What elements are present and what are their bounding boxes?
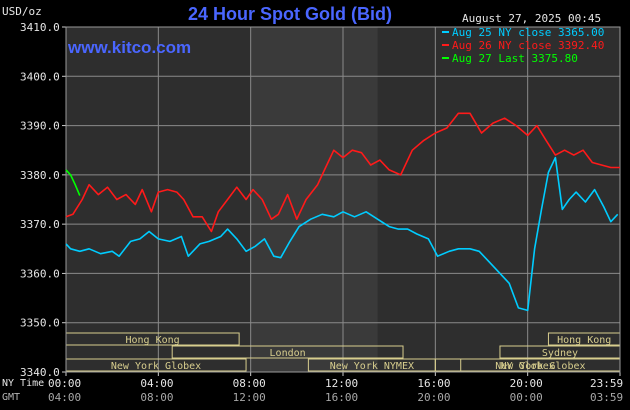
x-tick-label-ny: 00:00 <box>48 377 81 390</box>
session-label: NY Globex <box>501 361 555 372</box>
shaded-session-band <box>250 27 378 372</box>
y-tick-label: 3410.0 <box>20 21 60 34</box>
x-tick-label-ny: 04:00 <box>140 377 173 390</box>
x-tick-label-gmt: 12:00 <box>233 391 266 404</box>
series-line <box>65 169 81 196</box>
session-label: London <box>270 348 306 359</box>
y-tick-label: 3400.0 <box>20 70 60 83</box>
session-label: New York NYMEX <box>330 361 414 372</box>
ny-time-label: NY Time <box>2 378 45 389</box>
legend-item: Aug 26 NY close 3392.40 <box>442 39 604 52</box>
x-tick-label-ny: 12:00 <box>325 377 358 390</box>
legend-item: Aug 25 NY close 3365.00 <box>442 26 604 39</box>
y-tick-label: 3360.0 <box>20 267 60 280</box>
session-label: New York Globex <box>495 361 585 372</box>
x-tick-label-gmt: 03:59 <box>590 391 623 404</box>
legend-item: Aug 27 Last 3375.80 <box>442 52 604 65</box>
legend-swatch <box>442 44 449 46</box>
series-line <box>65 156 619 312</box>
session-label: Hong Kong <box>125 335 179 346</box>
chart-datetime: August 27, 2025 00:45 <box>462 12 602 25</box>
x-tick-label-gmt: 08:00 <box>140 391 173 404</box>
y-tick-label: 3370.0 <box>20 218 60 231</box>
session-label: New York Globex <box>111 361 201 372</box>
x-tick-label-gmt: 04:00 <box>48 391 81 404</box>
chart-legend: Aug 25 NY close 3365.00 Aug 26 NY close … <box>442 26 604 65</box>
y-tick-label: 3390.0 <box>20 120 60 133</box>
x-tick-label-ny: 20:00 <box>510 377 543 390</box>
y-tick-label: 3340.0 <box>20 366 60 379</box>
y-axis-unit: USD/oz <box>2 5 42 18</box>
y-tick-label: 3350.0 <box>20 317 60 330</box>
legend-swatch <box>442 31 449 33</box>
x-tick-label-ny: 16:00 <box>417 377 450 390</box>
x-tick-label-gmt: 20:00 <box>417 391 450 404</box>
x-tick-label-gmt: 16:00 <box>325 391 358 404</box>
gmt-label: GMT <box>2 392 21 403</box>
legend-label: Aug 25 NY close 3365.00 <box>452 26 605 39</box>
y-tick-label: 3380.0 <box>20 169 60 182</box>
website-url[interactable]: www.kitco.com <box>68 38 192 57</box>
session-box <box>171 345 404 359</box>
x-tick-label-ny: 08:00 <box>233 377 266 390</box>
plot-frame <box>65 26 621 373</box>
x-tick-label-ny: 23:59 <box>590 377 623 390</box>
legend-label: Aug 26 NY close 3392.40 <box>452 39 605 52</box>
chart-title: 24 Hour Spot Gold (Bid) <box>188 4 392 24</box>
legend-label: Aug 27 Last 3375.80 <box>452 52 578 65</box>
x-tick-label-gmt: 00:00 <box>510 391 543 404</box>
legend-swatch <box>442 57 449 59</box>
session-label: Sydney <box>542 348 578 359</box>
series-line <box>65 112 620 233</box>
session-label: Hong Kong <box>557 335 611 346</box>
